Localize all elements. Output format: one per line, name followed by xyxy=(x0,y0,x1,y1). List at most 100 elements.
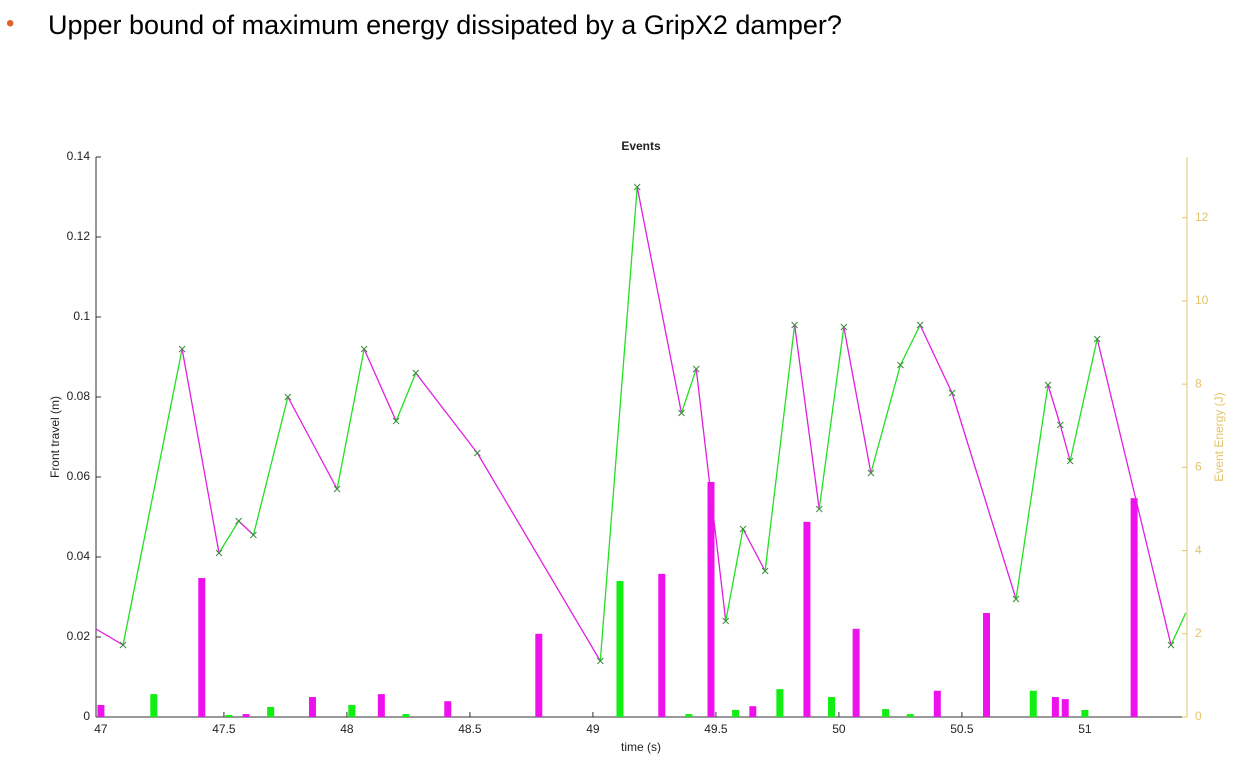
y-tick-label: 0.1 xyxy=(73,309,90,323)
point-marker xyxy=(948,389,956,397)
line-segment xyxy=(725,528,744,622)
point-marker xyxy=(897,361,904,369)
bar xyxy=(242,714,250,717)
y2-tick-label: 0 xyxy=(1195,709,1202,723)
y2-tick-label: 12 xyxy=(1195,210,1209,224)
bar xyxy=(803,521,811,717)
line-segment xyxy=(1047,384,1061,426)
y-tick-label: 0.08 xyxy=(67,389,91,403)
bar xyxy=(150,694,158,717)
bar xyxy=(1081,709,1089,717)
bar xyxy=(402,714,410,717)
line-segment xyxy=(1015,384,1049,600)
point-marker xyxy=(412,369,420,377)
point-marker xyxy=(692,365,700,373)
y-tick-label: 0 xyxy=(83,709,90,723)
bar xyxy=(348,704,356,717)
point-marker xyxy=(916,321,924,329)
bar xyxy=(377,694,385,717)
x-tick-label: 48.5 xyxy=(458,722,482,736)
point-marker xyxy=(235,517,243,525)
y2-axis-label: Event Energy (J) xyxy=(1212,392,1226,481)
point-marker xyxy=(722,617,730,625)
point-marker xyxy=(815,505,823,513)
line-segment xyxy=(764,324,796,572)
y2-tick-label: 8 xyxy=(1195,376,1202,390)
point-marker xyxy=(119,641,127,649)
line-segment xyxy=(899,324,921,366)
bar xyxy=(749,706,757,717)
y-axis-label: Front travel (m) xyxy=(48,396,62,478)
bar xyxy=(198,578,206,717)
point-marker xyxy=(840,323,848,331)
y-tick-label: 0.06 xyxy=(67,469,91,483)
point-marker xyxy=(215,549,223,557)
point-marker xyxy=(761,567,769,575)
line-segment xyxy=(695,368,727,622)
bar xyxy=(983,612,991,717)
bar xyxy=(616,580,624,717)
y-tick-label: 0.12 xyxy=(67,229,91,243)
line-segment xyxy=(415,372,478,454)
bar xyxy=(933,690,941,717)
bar xyxy=(1130,498,1138,717)
line-segment xyxy=(919,324,953,394)
bar xyxy=(1051,697,1059,717)
line-segment xyxy=(636,186,683,414)
line-segment xyxy=(218,520,240,554)
bar xyxy=(308,697,316,717)
line-segment xyxy=(1170,612,1187,646)
point-marker xyxy=(633,183,641,191)
line-segment xyxy=(793,324,820,510)
line-segment xyxy=(336,348,365,490)
y2-tick-label: 10 xyxy=(1195,293,1209,307)
x-tick-label: 51 xyxy=(1078,722,1092,736)
bar xyxy=(828,697,836,717)
line-segment xyxy=(951,392,1017,600)
point-marker xyxy=(1066,457,1074,465)
line-segment xyxy=(1069,338,1098,462)
line-segment xyxy=(680,368,697,414)
bar xyxy=(267,707,275,717)
y2-tick-label: 4 xyxy=(1195,543,1202,557)
bar xyxy=(225,714,233,717)
x-tick-label: 47 xyxy=(94,722,108,736)
bar xyxy=(707,481,715,717)
chart-title: Events xyxy=(621,139,661,153)
bar xyxy=(535,633,543,717)
x-tick-label: 49 xyxy=(586,722,600,736)
point-marker xyxy=(1167,641,1175,649)
x-axis-label: time (s) xyxy=(621,740,661,754)
x-tick-label: 47.5 xyxy=(212,722,236,736)
line-segment xyxy=(818,326,845,510)
line-segment xyxy=(1096,338,1172,646)
bar xyxy=(1029,690,1037,717)
point-marker xyxy=(360,345,368,353)
point-marker xyxy=(250,531,257,539)
point-marker xyxy=(284,393,292,401)
point-marker xyxy=(596,657,604,665)
line-segment xyxy=(742,528,766,572)
y2-tick-label: 6 xyxy=(1195,460,1202,474)
x-tick-label: 49.5 xyxy=(704,722,728,736)
line-segment xyxy=(95,628,124,646)
bar xyxy=(852,628,860,717)
bar xyxy=(1061,699,1069,717)
point-marker xyxy=(1093,335,1101,343)
line-segment xyxy=(122,348,183,646)
x-tick-label: 50.5 xyxy=(950,722,974,736)
bar xyxy=(882,709,890,717)
line-segment xyxy=(363,348,397,422)
line-segment xyxy=(1059,424,1071,462)
y2-tick-label: 2 xyxy=(1195,626,1202,640)
bar xyxy=(97,704,105,717)
x-tick-label: 50 xyxy=(832,722,846,736)
point-marker xyxy=(473,449,481,457)
point-marker xyxy=(678,409,685,417)
line-segment xyxy=(870,364,902,474)
bullet: • xyxy=(6,10,15,37)
y-tick-label: 0.14 xyxy=(67,149,91,163)
point-marker xyxy=(1012,595,1020,603)
